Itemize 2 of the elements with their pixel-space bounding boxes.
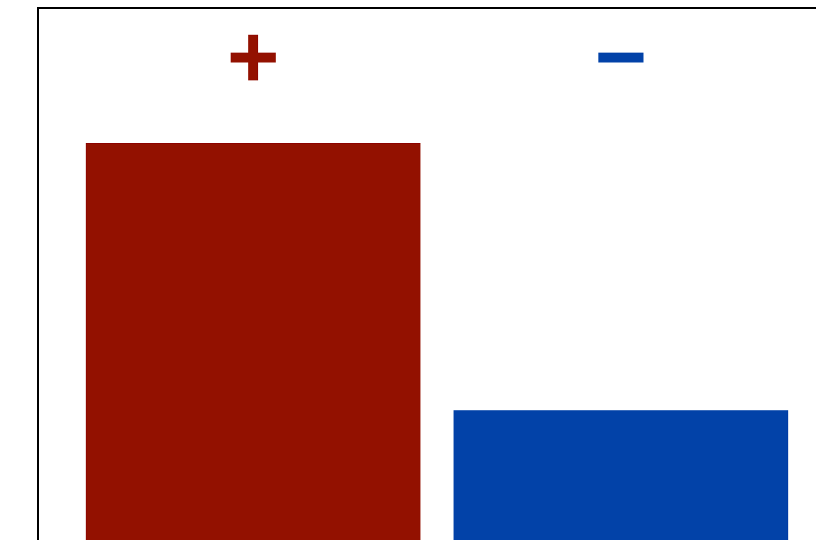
x-tick-label: − — [594, 8, 648, 108]
x-tick-label: + — [226, 8, 280, 108]
